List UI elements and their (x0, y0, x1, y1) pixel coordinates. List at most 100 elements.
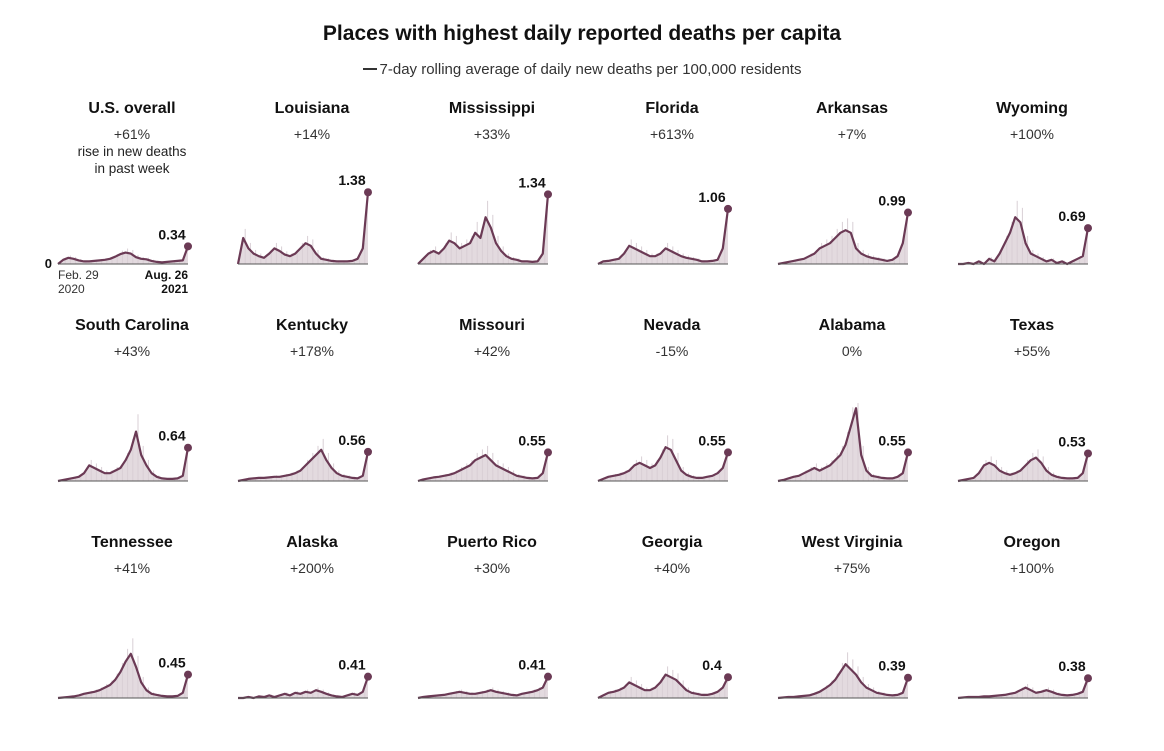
panel-alabama: Alabama 0% 0.55 (777, 317, 958, 534)
panel-florida: Florida +613% 1.06 (597, 100, 778, 317)
sparkline-chart: 0.4 (597, 657, 732, 699)
latest-value-label: 0.39 (878, 658, 905, 674)
latest-value-label: 0.53 (1058, 433, 1085, 449)
latest-point (724, 448, 732, 457)
panel-u-s-overall: U.S. overall +61% rise in new deaths in pa… (45, 100, 238, 317)
x-start-date: Feb. 29 (58, 268, 99, 282)
panel-change: +100% (1010, 126, 1054, 142)
legend-text: 7-day rolling average of daily new death… (379, 61, 802, 78)
panel-title: U.S. overall (88, 100, 176, 117)
latest-point (724, 204, 732, 213)
panel-change: +55% (1013, 343, 1051, 359)
panel-change-note: rise in new deaths in past week (77, 144, 187, 176)
panel-change: +42% (473, 343, 511, 359)
latest-value-label: 0.34 (158, 226, 185, 242)
sparkline-chart: 0.64 (57, 414, 192, 483)
latest-point (184, 242, 192, 251)
panel-west-virginia: West Virginia +75% 0.39 (777, 534, 958, 751)
latest-value-label: 0.64 (158, 428, 185, 444)
sparkline-chart: 0.45 (57, 638, 192, 700)
panel-tennessee: Tennessee +41% 0.45 (57, 534, 238, 751)
panel-louisiana: Louisiana +14% 1.38 (236, 100, 418, 317)
sparkline-chart: 0.69 (958, 200, 1092, 266)
rolling-average-line (237, 448, 370, 483)
panel-change: +75% (833, 560, 871, 576)
sparkline-chart: 0.39 (777, 652, 912, 700)
panel-georgia: Georgia +40% 0.4 (597, 534, 778, 751)
latest-value-label: 0.38 (1058, 658, 1085, 674)
panel-change: +41% (113, 560, 151, 576)
latest-point (364, 672, 372, 681)
latest-point (1084, 674, 1092, 683)
panel-title: Kentucky (275, 317, 349, 334)
area-fill (598, 674, 728, 698)
sparkline-chart: 0.38 (957, 658, 1092, 700)
panel-change: +40% (653, 560, 691, 576)
rolling-average-line (957, 453, 1090, 483)
area-fill (238, 192, 368, 264)
latest-point (364, 188, 372, 197)
rolling-average-line (957, 677, 1090, 700)
rolling-average-line (57, 430, 190, 483)
latest-value-label: 0.55 (878, 432, 905, 448)
panel-arkansas: Arkansas +7% 0.99 (777, 100, 958, 317)
rolling-average-line (777, 212, 910, 266)
panel-change: -15% (655, 343, 689, 359)
x-start-year: 2020 (58, 282, 85, 296)
panel-change: +43% (113, 343, 151, 359)
sparkline-chart: 0.55 (417, 432, 552, 483)
latest-value-label: 0.55 (518, 432, 545, 448)
sparkline-chart: 0.41 (417, 657, 552, 700)
panel-alaska: Alaska +200% 0.41 (238, 534, 418, 751)
latest-point (904, 448, 912, 457)
rolling-average-line (57, 245, 190, 265)
sparkline-chart: 0.41 (238, 657, 372, 700)
panel-title: Puerto Rico (447, 534, 537, 551)
panel-title: Oregon (1003, 534, 1061, 551)
rolling-average-line (777, 407, 910, 483)
panel-change: +61% (113, 126, 151, 142)
rolling-average-line (597, 673, 729, 699)
latest-point (544, 448, 552, 457)
panel-title: Wyoming (996, 100, 1068, 117)
rolling-average-line (777, 663, 910, 700)
latest-value-label: 1.06 (698, 189, 725, 205)
rolling-average-line (236, 192, 370, 265)
latest-point (724, 673, 732, 682)
panel-title: Alaska (286, 534, 338, 551)
area-fill (778, 212, 908, 264)
area-fill (418, 452, 548, 481)
latest-value-label: 0.41 (338, 657, 365, 673)
area-fill (58, 431, 188, 481)
latest-point (184, 670, 192, 679)
sparkline-chart: 0.55 (597, 432, 732, 483)
panel-title: Missouri (459, 317, 525, 334)
panel-texas: Texas +55% 0.53 (957, 317, 1138, 534)
area-fill (58, 653, 188, 698)
panel-mississippi: Mississippi +33% 1.34 (417, 100, 598, 317)
latest-value-label: 1.34 (518, 174, 545, 190)
latest-value-label: 0.56 (338, 432, 365, 448)
sparkline-chart: 0.99 (777, 193, 912, 266)
panel-kentucky: Kentucky +178% 0.56 (237, 317, 418, 534)
area-fill (958, 217, 1088, 264)
latest-value-label: 1.38 (338, 172, 365, 188)
rolling-average-line (57, 652, 190, 700)
latest-point (544, 190, 552, 199)
area-fill (778, 664, 908, 698)
area-fill (778, 408, 908, 481)
panel-title: Texas (1009, 317, 1055, 334)
panel-puerto-rico: Puerto Rico +30% 0.41 (417, 534, 598, 751)
panel-nevada: Nevada -15% 0.55 (597, 317, 778, 534)
x-end-date: Aug. 26 (145, 268, 189, 282)
panel-change: +100% (1010, 560, 1054, 576)
latest-value-label: 0.99 (878, 193, 905, 209)
panel-title: West Virginia (801, 534, 903, 551)
panel-title: Mississippi (448, 100, 536, 117)
latest-value-label: 0.69 (1058, 208, 1085, 224)
panel-title: Arkansas (815, 100, 889, 117)
panel-title: Georgia (641, 534, 703, 551)
rolling-average-line (417, 676, 549, 700)
panel-title: Nevada (643, 317, 701, 334)
latest-point (184, 443, 192, 452)
